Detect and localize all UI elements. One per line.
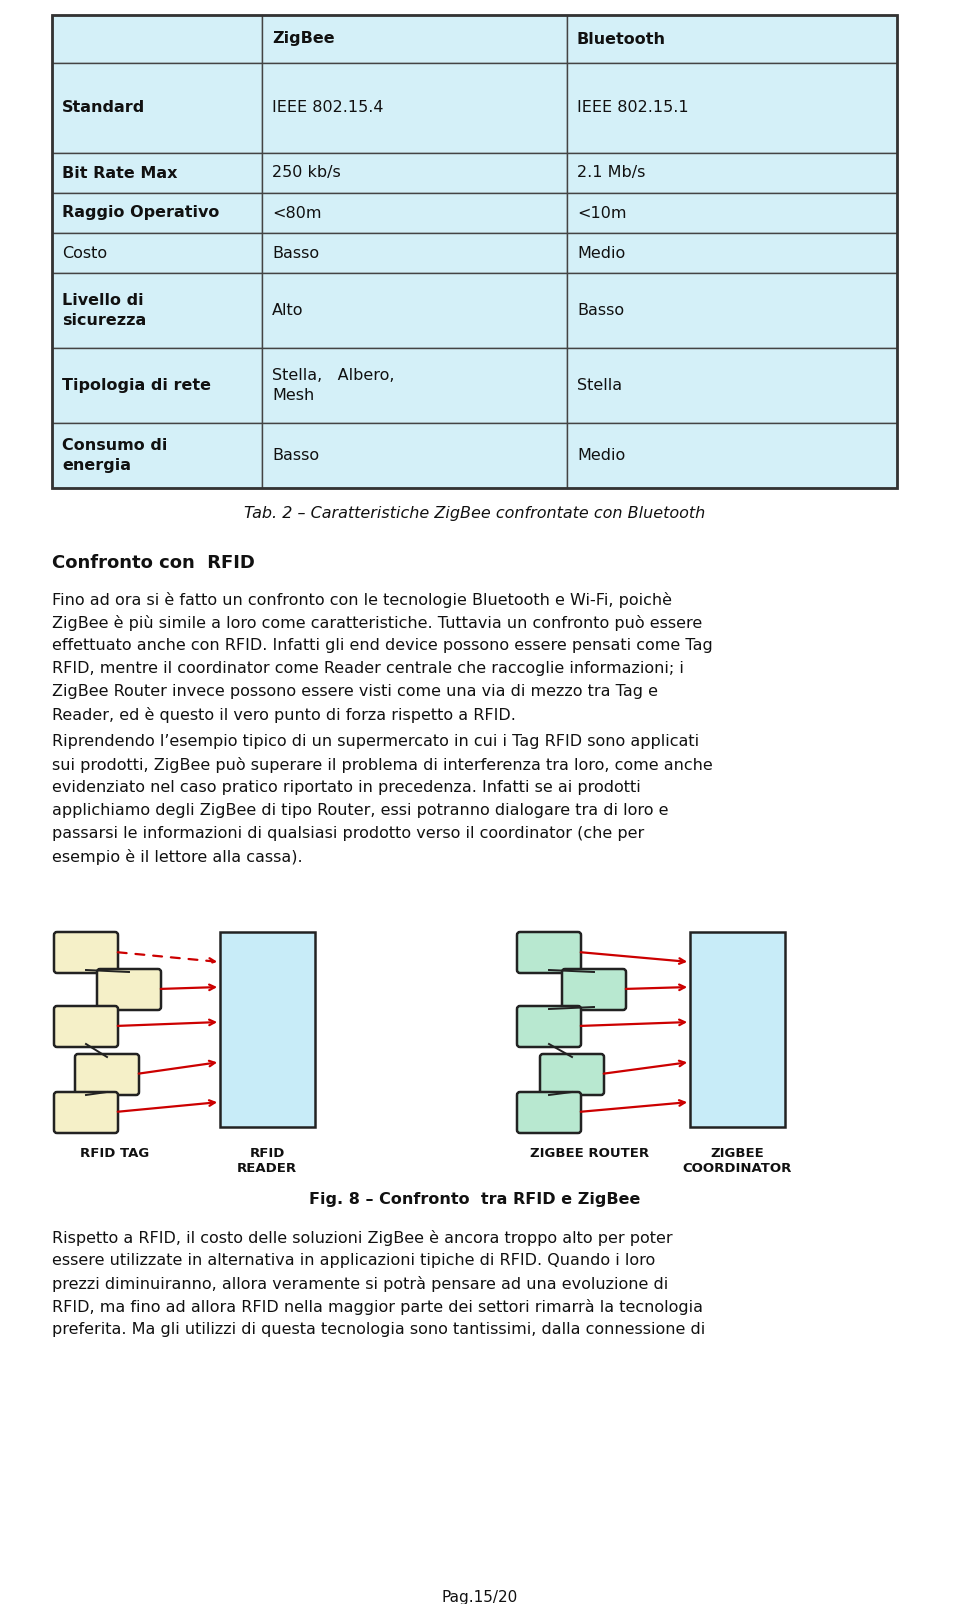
- Bar: [567, 14, 897, 63]
- Bar: [262, 63, 567, 152]
- FancyBboxPatch shape: [517, 1092, 581, 1132]
- Text: Confronto con  RFID: Confronto con RFID: [52, 553, 254, 573]
- Bar: [52, 273, 262, 348]
- Bar: [220, 932, 315, 1128]
- Text: Consumo di
energia: Consumo di energia: [62, 438, 167, 473]
- Text: Fig. 8 – Confronto  tra RFID e ZigBee: Fig. 8 – Confronto tra RFID e ZigBee: [309, 1192, 640, 1206]
- Text: Stella,   Albero,
Mesh: Stella, Albero, Mesh: [272, 367, 395, 403]
- Text: RFID, ma fino ad allora RFID nella maggior parte dei settori rimarrà la tecnolog: RFID, ma fino ad allora RFID nella maggi…: [52, 1299, 703, 1315]
- Text: essere utilizzate in alternativa in applicazioni tipiche di RFID. Quando i loro: essere utilizzate in alternativa in appl…: [52, 1253, 656, 1269]
- Bar: [52, 192, 262, 233]
- Bar: [690, 932, 785, 1128]
- Text: Bit Rate Max: Bit Rate Max: [62, 165, 178, 181]
- Text: Livello di
sicurezza: Livello di sicurezza: [62, 294, 146, 327]
- Bar: [567, 192, 897, 233]
- FancyBboxPatch shape: [540, 1054, 604, 1096]
- Bar: [52, 233, 262, 273]
- Text: Costo: Costo: [62, 245, 108, 260]
- Bar: [262, 348, 567, 423]
- Text: Tipologia di rete: Tipologia di rete: [62, 379, 211, 393]
- FancyBboxPatch shape: [517, 1006, 581, 1047]
- Text: Basso: Basso: [577, 303, 624, 318]
- Text: passarsi le informazioni di qualsiasi prodotto verso il coordinator (che per: passarsi le informazioni di qualsiasi pr…: [52, 826, 644, 840]
- Text: Basso: Basso: [272, 448, 319, 464]
- Text: esempio è il lettore alla cassa).: esempio è il lettore alla cassa).: [52, 849, 302, 865]
- Text: Riprendendo l’esempio tipico di un supermercato in cui i Tag RFID sono applicati: Riprendendo l’esempio tipico di un super…: [52, 735, 699, 749]
- Text: sui prodotti, ZigBee può superare il problema di interferenza tra loro, come anc: sui prodotti, ZigBee può superare il pro…: [52, 757, 712, 773]
- Text: Reader, ed è questo il vero punto di forza rispetto a RFID.: Reader, ed è questo il vero punto di for…: [52, 707, 516, 723]
- FancyBboxPatch shape: [54, 932, 118, 974]
- Text: prezzi diminuiranno, allora veramente si potrà pensare ad una evoluzione di: prezzi diminuiranno, allora veramente si…: [52, 1277, 668, 1291]
- Text: ZigBee: ZigBee: [272, 32, 335, 47]
- Bar: [52, 14, 262, 63]
- Text: ZIGBEE
COORDINATOR: ZIGBEE COORDINATOR: [683, 1147, 792, 1176]
- Text: Standard: Standard: [62, 101, 145, 115]
- Text: 2.1 Mb/s: 2.1 Mb/s: [577, 165, 645, 181]
- Bar: [262, 273, 567, 348]
- Bar: [567, 63, 897, 152]
- FancyBboxPatch shape: [562, 969, 626, 1011]
- Text: applichiamo degli ZigBee di tipo Router, essi potranno dialogare tra di loro e: applichiamo degli ZigBee di tipo Router,…: [52, 804, 668, 818]
- Text: IEEE 802.15.1: IEEE 802.15.1: [577, 101, 688, 115]
- Bar: [567, 273, 897, 348]
- FancyBboxPatch shape: [517, 932, 581, 974]
- Text: IEEE 802.15.4: IEEE 802.15.4: [272, 101, 383, 115]
- Text: ZigBee Router invece possono essere visti come una via di mezzo tra Tag e: ZigBee Router invece possono essere vist…: [52, 683, 658, 699]
- Text: Alto: Alto: [272, 303, 303, 318]
- Text: <10m: <10m: [577, 205, 627, 220]
- Text: RFID TAG: RFID TAG: [81, 1147, 150, 1160]
- Text: Medio: Medio: [577, 448, 625, 464]
- Text: Tab. 2 – Caratteristiche ZigBee confrontate con Bluetooth: Tab. 2 – Caratteristiche ZigBee confront…: [244, 505, 706, 521]
- Bar: [52, 423, 262, 488]
- Text: ZIGBEE ROUTER: ZIGBEE ROUTER: [531, 1147, 650, 1160]
- FancyBboxPatch shape: [54, 1006, 118, 1047]
- Text: 250 kb/s: 250 kb/s: [272, 165, 341, 181]
- Text: preferita. Ma gli utilizzi di questa tecnologia sono tantissimi, dalla connessio: preferita. Ma gli utilizzi di questa tec…: [52, 1322, 706, 1338]
- Bar: [567, 152, 897, 192]
- Bar: [567, 423, 897, 488]
- Bar: [262, 233, 567, 273]
- Text: Raggio Operativo: Raggio Operativo: [62, 205, 220, 220]
- Bar: [567, 233, 897, 273]
- Bar: [52, 14, 897, 488]
- Text: Pag.15/20: Pag.15/20: [442, 1590, 518, 1604]
- Text: Medio: Medio: [577, 245, 625, 260]
- FancyBboxPatch shape: [75, 1054, 139, 1096]
- FancyBboxPatch shape: [97, 969, 161, 1011]
- Text: RFID
READER: RFID READER: [237, 1147, 297, 1176]
- Bar: [262, 192, 567, 233]
- Text: RFID, mentre il coordinator come Reader centrale che raccoglie informazioni; i: RFID, mentre il coordinator come Reader …: [52, 661, 684, 675]
- Text: ZigBee è più simile a loro come caratteristiche. Tuttavia un confronto può esser: ZigBee è più simile a loro come caratter…: [52, 614, 703, 630]
- Bar: [52, 152, 262, 192]
- Bar: [262, 152, 567, 192]
- Text: <80m: <80m: [272, 205, 322, 220]
- Bar: [52, 348, 262, 423]
- Text: effettuato anche con RFID. Infatti gli end device possono essere pensati come Ta: effettuato anche con RFID. Infatti gli e…: [52, 638, 712, 653]
- FancyBboxPatch shape: [54, 1092, 118, 1132]
- Text: evidenziato nel caso pratico riportato in precedenza. Infatti se ai prodotti: evidenziato nel caso pratico riportato i…: [52, 780, 640, 796]
- Text: Stella: Stella: [577, 379, 622, 393]
- Bar: [52, 63, 262, 152]
- Bar: [262, 423, 567, 488]
- Bar: [567, 348, 897, 423]
- Text: Basso: Basso: [272, 245, 319, 260]
- Text: Rispetto a RFID, il costo delle soluzioni ZigBee è ancora troppo alto per poter: Rispetto a RFID, il costo delle soluzion…: [52, 1230, 673, 1246]
- Text: Bluetooth: Bluetooth: [577, 32, 666, 47]
- Bar: [262, 14, 567, 63]
- Text: Fino ad ora si è fatto un confronto con le tecnologie Bluetooth e Wi-Fi, poichè: Fino ad ora si è fatto un confronto con …: [52, 592, 672, 608]
